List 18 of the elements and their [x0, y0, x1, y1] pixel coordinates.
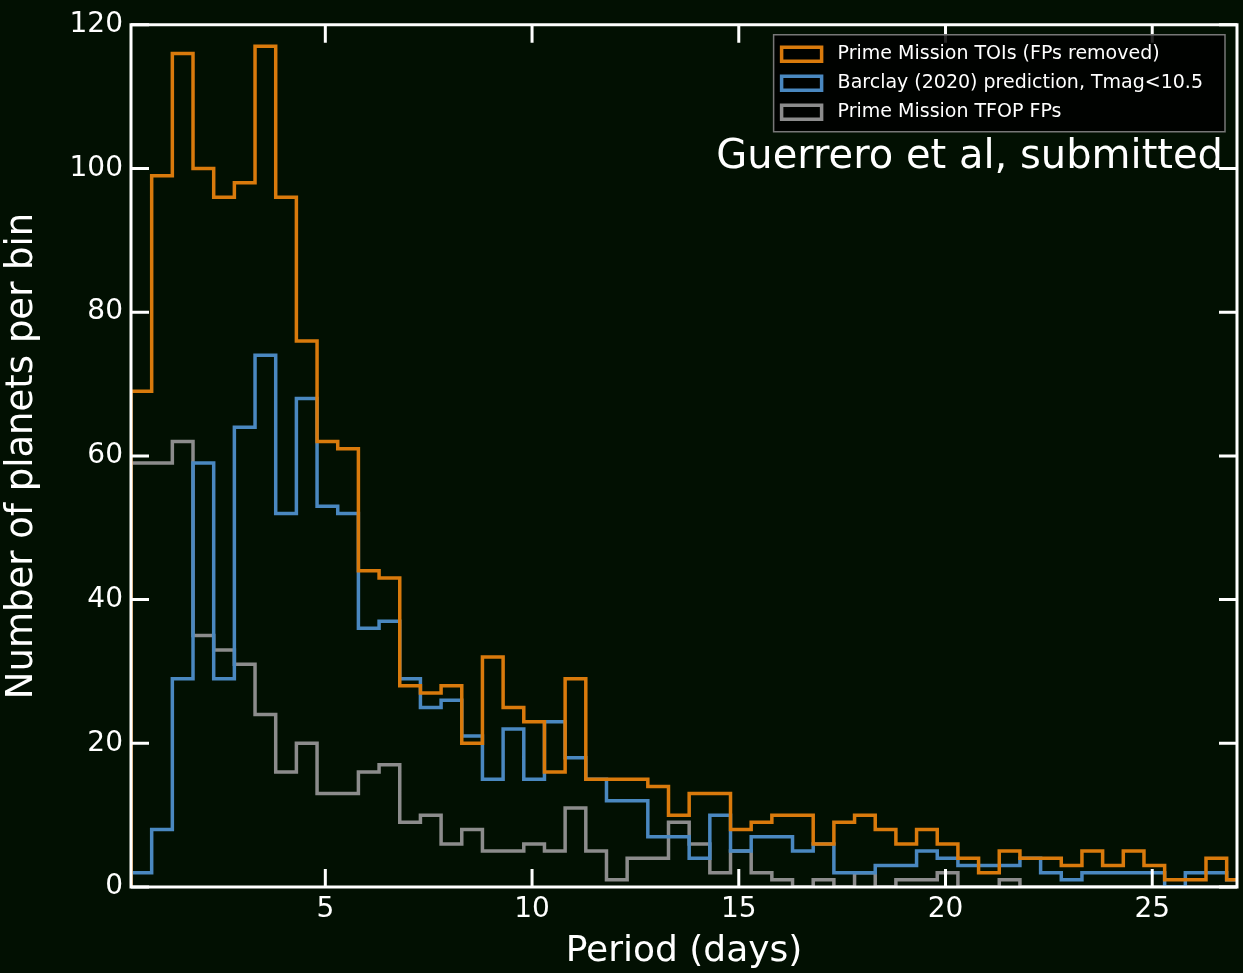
y-tick-label: 0	[105, 868, 123, 902]
x-tick-label: 25	[1134, 891, 1171, 925]
annotation: Guerrero et al, submitted	[716, 131, 1223, 178]
x-tick-label: 20	[927, 891, 964, 925]
legend-label: Barclay (2020) prediction, Tmag<10.5	[837, 70, 1203, 93]
y-tick-label: 80	[87, 293, 123, 327]
legend-label: Prime Mission TOIs (FPs removed)	[837, 41, 1160, 64]
x-tick-label: 10	[514, 891, 550, 925]
y-tick-label: 60	[87, 437, 123, 471]
y-tick-label: 100	[69, 149, 123, 183]
y-tick-label: 120	[69, 6, 123, 40]
x-axis-title: Period (days)	[565, 927, 803, 969]
y-tick-label: 20	[87, 724, 123, 758]
x-tick-label: 5	[316, 891, 335, 925]
legend-label: Prime Mission TFOP FPs	[837, 99, 1062, 122]
y-axis-title: Number of planets per bin	[0, 212, 41, 700]
x-tick-label: 15	[720, 891, 757, 925]
y-tick-label: 40	[87, 580, 123, 614]
